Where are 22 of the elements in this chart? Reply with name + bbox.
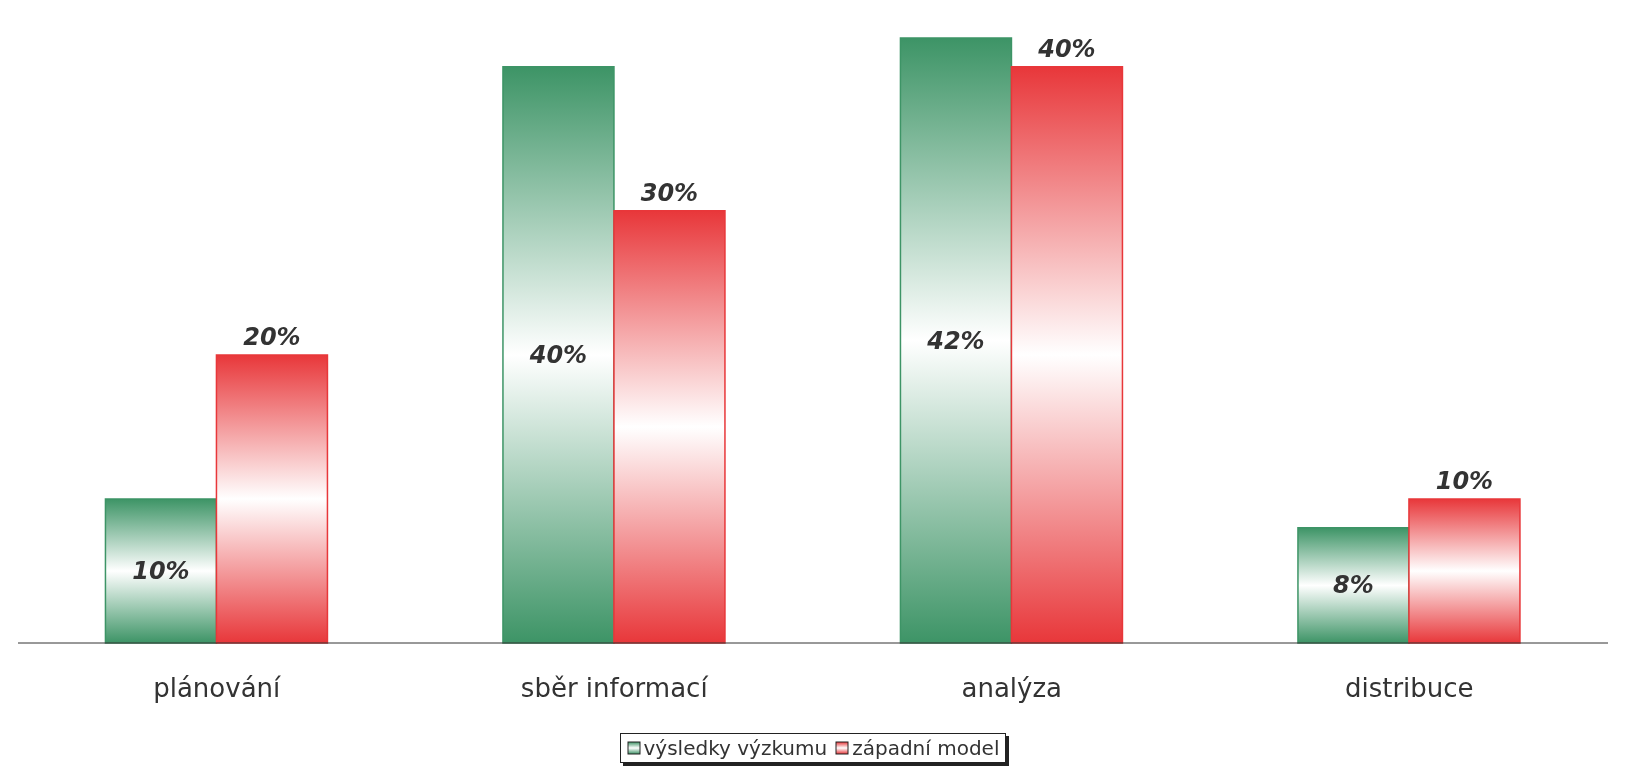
x-tick-label: sběr informací: [520, 673, 709, 704]
bar: [899, 37, 1013, 644]
bar: [215, 354, 329, 644]
bar: [104, 498, 218, 644]
bar: [1297, 527, 1410, 644]
bar: [1408, 498, 1521, 644]
data-label: 30%: [640, 178, 699, 207]
bar: [1010, 66, 1124, 644]
legend-label: západní model: [851, 736, 1000, 760]
data-label: 10%: [1435, 466, 1494, 495]
data-label: 20%: [243, 322, 301, 351]
legend-label: výsledky výzkumu: [642, 736, 828, 760]
bar: [613, 210, 726, 644]
data-label: 42%: [926, 326, 985, 355]
bar: [502, 66, 615, 644]
data-label: 40%: [1037, 34, 1096, 63]
data-label: 40%: [528, 340, 588, 369]
x-tick-label: analýza: [961, 673, 1063, 704]
x-tick-label: plánování: [153, 673, 282, 704]
data-label: 10%: [132, 556, 190, 585]
x-tick-label: distribuce: [1344, 673, 1474, 704]
data-label: 8%: [1333, 571, 1374, 600]
